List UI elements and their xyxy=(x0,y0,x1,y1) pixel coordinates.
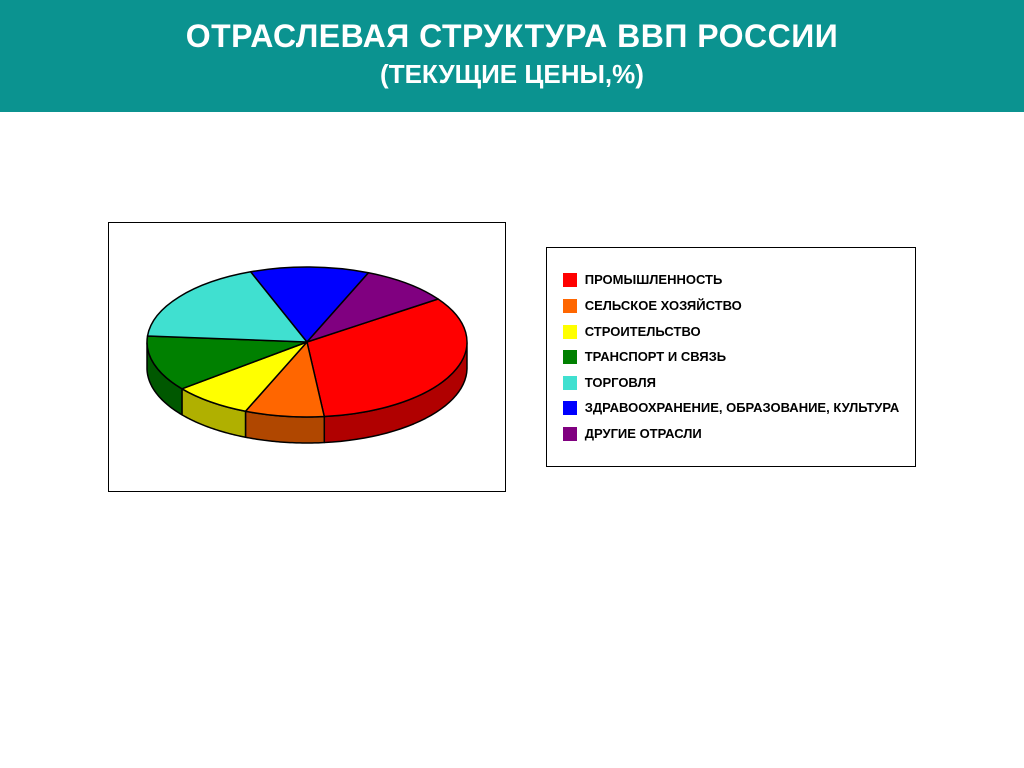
legend-label: ЗДРАВООХРАНЕНИЕ, ОБРАЗОВАНИЕ, КУЛЬТУРА xyxy=(585,400,900,416)
header: ОТРАСЛЕВАЯ СТРУКТУРА ВВП РОССИИ (ТЕКУЩИЕ… xyxy=(0,0,1024,112)
legend-label: СТРОИТЕЛЬСТВО xyxy=(585,324,701,340)
legend-label: ДРУГИЕ ОТРАСЛИ xyxy=(585,426,702,442)
legend-label: СЕЛЬСКОЕ ХОЗЯЙСТВО xyxy=(585,298,742,314)
legend-label: ПРОМЫШЛЕННОСТЬ xyxy=(585,272,723,288)
content-area: ПРОМЫШЛЕННОСТЬ СЕЛЬСКОЕ ХОЗЯЙСТВО СТРОИТЕЛ… xyxy=(0,112,1024,492)
legend-swatch xyxy=(563,299,577,313)
pie-chart xyxy=(137,247,477,467)
legend-swatch xyxy=(563,376,577,390)
legend-item: СЕЛЬСКОЕ ХОЗЯЙСТВО xyxy=(563,298,900,314)
legend-item: СТРОИТЕЛЬСТВО xyxy=(563,324,900,340)
page-title: ОТРАСЛЕВАЯ СТРУКТУРА ВВП РОССИИ xyxy=(0,18,1024,55)
legend-swatch xyxy=(563,401,577,415)
legend-label: ТРАНСПОРТ И СВЯЗЬ xyxy=(585,349,726,365)
legend-swatch xyxy=(563,273,577,287)
legend-item: ТРАНСПОРТ И СВЯЗЬ xyxy=(563,349,900,365)
legend-item: ДРУГИЕ ОТРАСЛИ xyxy=(563,426,900,442)
legend-item: ЗДРАВООХРАНЕНИЕ, ОБРАЗОВАНИЕ, КУЛЬТУРА xyxy=(563,400,900,416)
legend-item: ПРОМЫШЛЕННОСТЬ xyxy=(563,272,900,288)
page-subtitle: (ТЕКУЩИЕ ЦЕНЫ,%) xyxy=(0,59,1024,90)
legend-label: ТОРГОВЛЯ xyxy=(585,375,656,391)
pie-chart-container xyxy=(108,222,506,492)
legend-item: ТОРГОВЛЯ xyxy=(563,375,900,391)
legend-swatch xyxy=(563,325,577,339)
legend-swatch xyxy=(563,427,577,441)
legend: ПРОМЫШЛЕННОСТЬ СЕЛЬСКОЕ ХОЗЯЙСТВО СТРОИТЕЛ… xyxy=(546,247,917,466)
legend-swatch xyxy=(563,350,577,364)
